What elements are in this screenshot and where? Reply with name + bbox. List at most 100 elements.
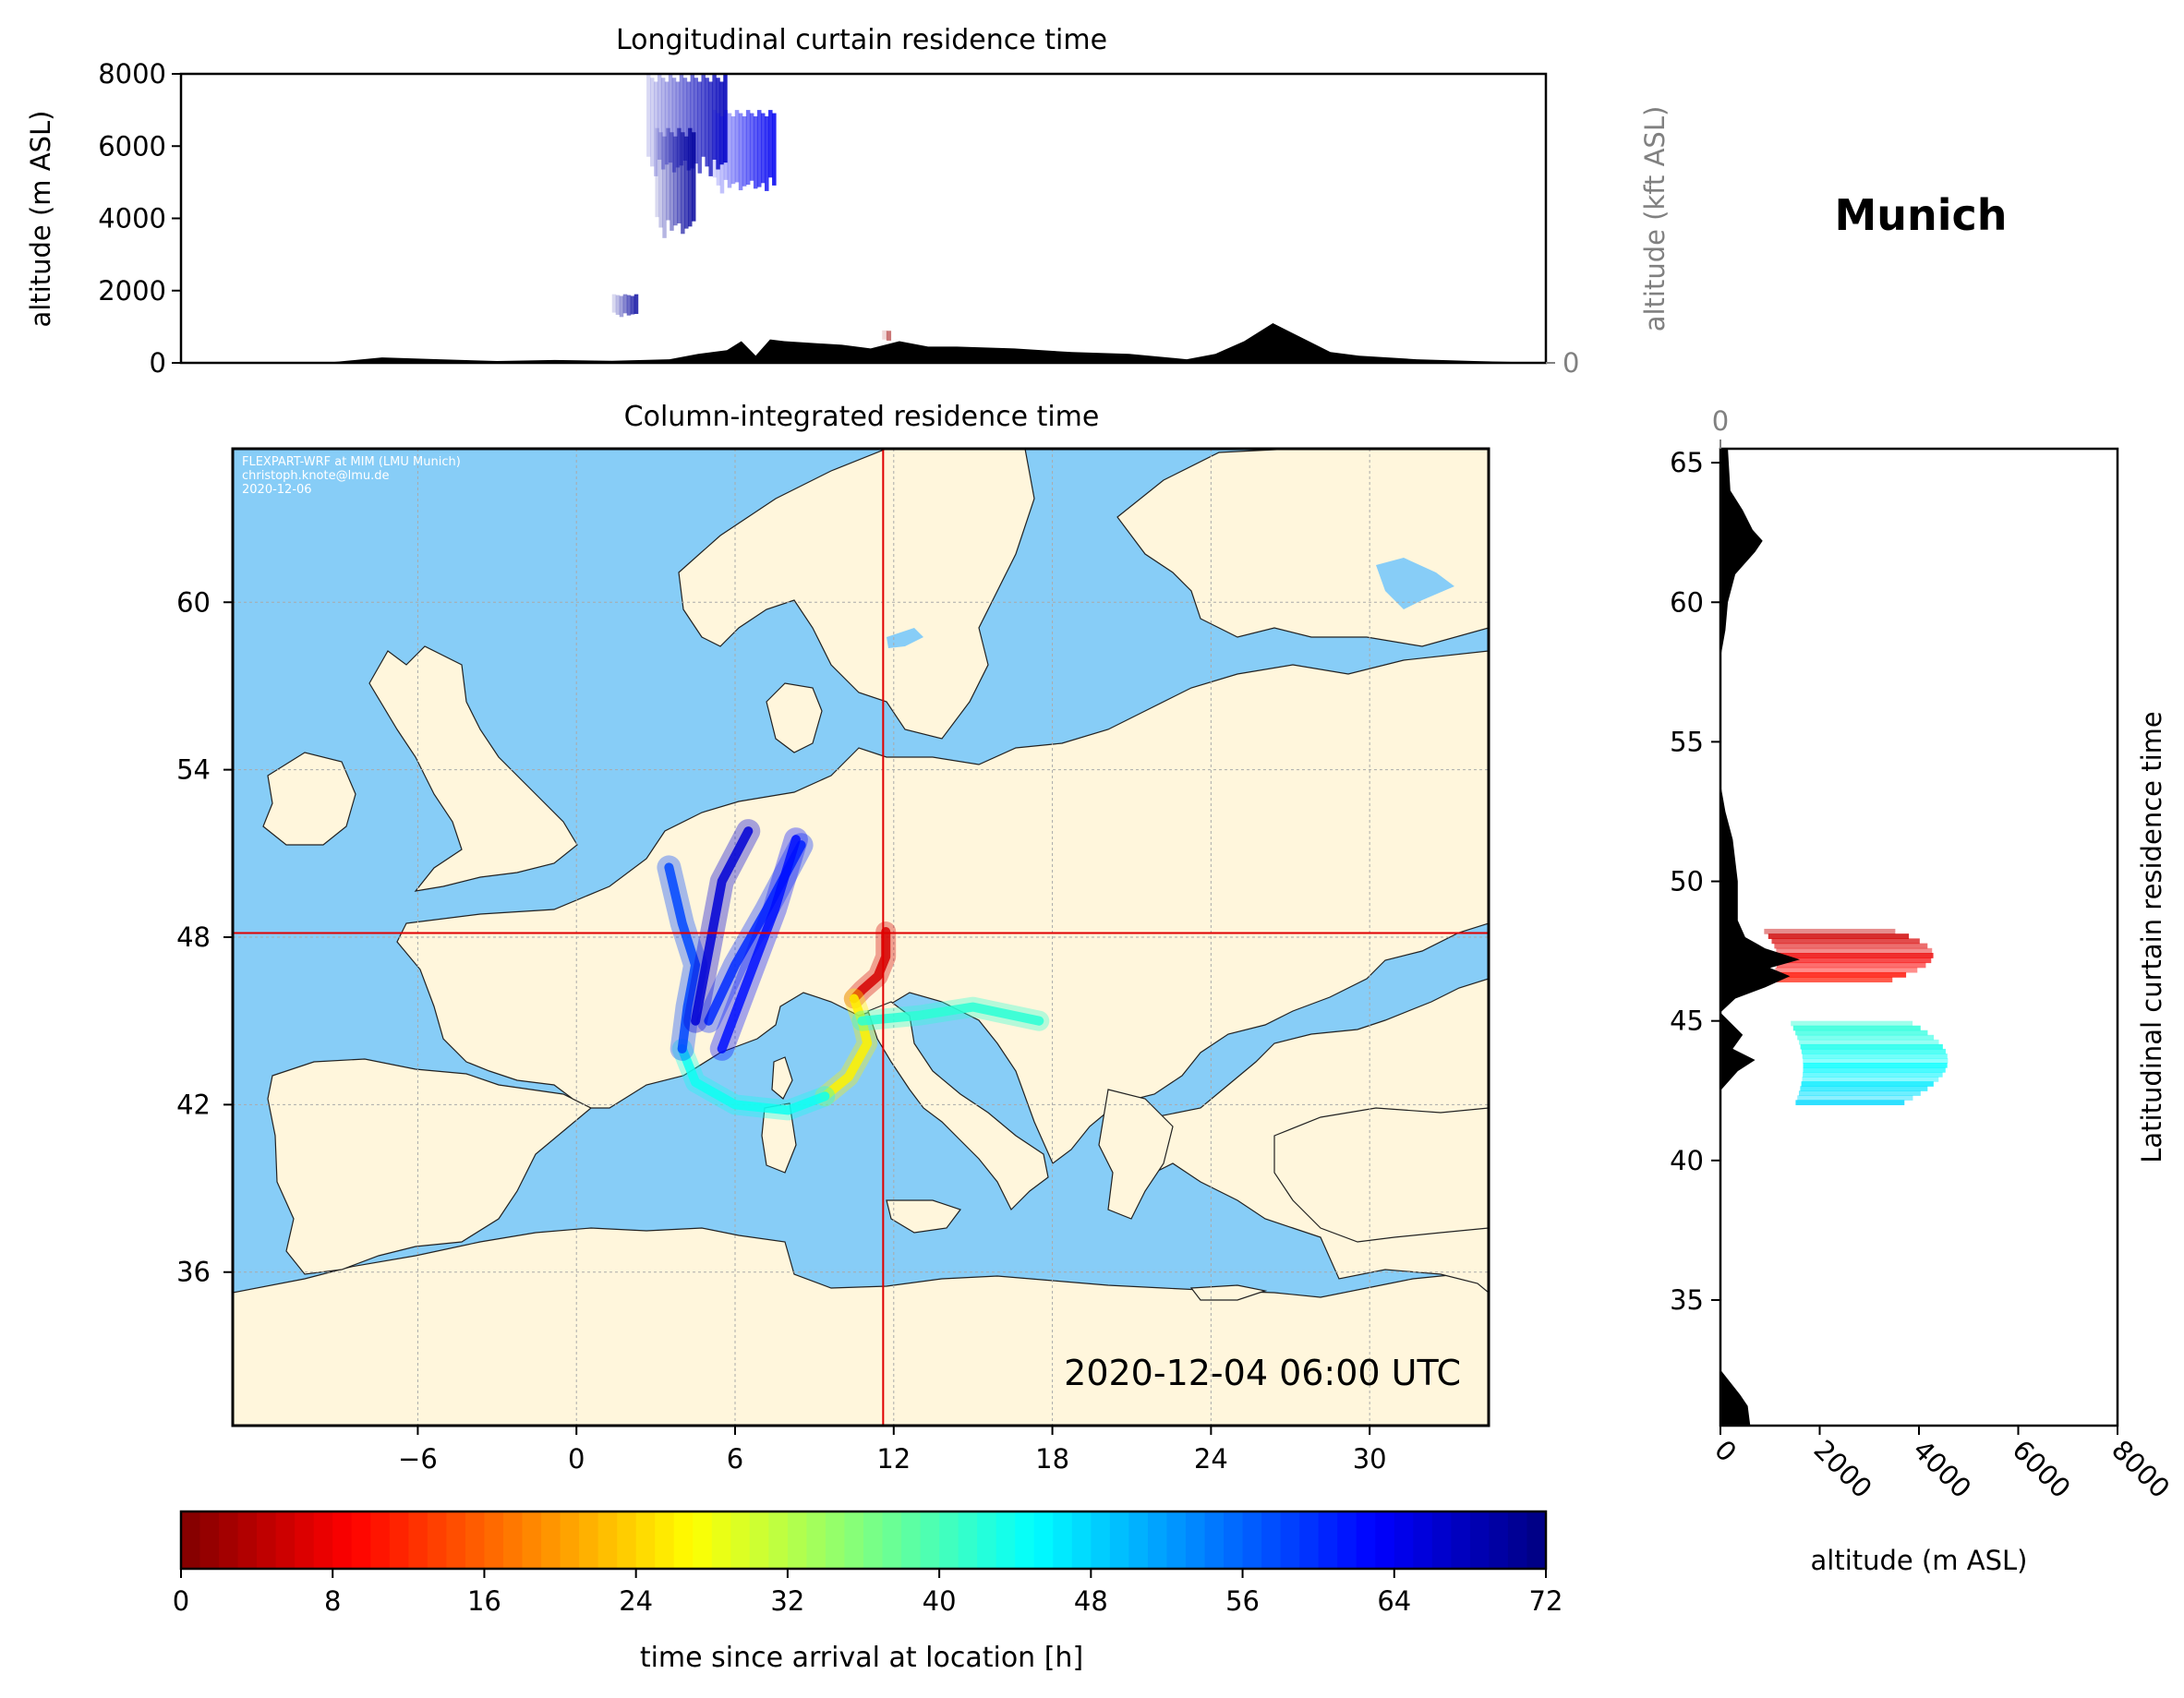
- credit-line-3: 2020-12-06: [242, 483, 312, 497]
- colorbar-cell: [617, 1511, 637, 1569]
- land-europe: [396, 650, 1489, 1294]
- plume-stripe: [671, 78, 677, 173]
- colorbar-cell: [768, 1511, 789, 1569]
- column-integrated-panel: Column-integrated residence time: [176, 401, 1490, 1475]
- plume-stripe: [677, 127, 682, 223]
- map-xtick-label: 12: [876, 1443, 911, 1475]
- colorbar-cell: [1394, 1511, 1414, 1569]
- colorbar-cell: [1261, 1511, 1282, 1569]
- latitudinal-ytick-label: 60: [1670, 586, 1704, 618]
- land-corsica: [771, 1056, 793, 1100]
- colorbar-cell: [882, 1511, 902, 1569]
- colorbar-cell: [711, 1511, 731, 1569]
- colorbar-tick-label: 8: [324, 1585, 341, 1617]
- plume-stripe: [705, 78, 709, 167]
- colorbar-tick-label: 24: [619, 1585, 653, 1617]
- latitudinal-xtick-label: 6000: [2007, 1434, 2077, 1504]
- colorbar-cell: [730, 1511, 751, 1569]
- location-title: Munich: [1834, 190, 2007, 240]
- latitudinal-ytick-label: 55: [1670, 726, 1704, 757]
- colorbar-cell: [1185, 1511, 1206, 1569]
- trajectory-band: [857, 1002, 1044, 1026]
- longitudinal-curtain-title: Longitudinal curtain residence time: [616, 24, 1107, 56]
- colorbar-cell: [389, 1511, 409, 1569]
- plume-stripe: [662, 136, 667, 238]
- map-ytick-label: 54: [176, 754, 211, 786]
- latitudinal-plume-stripe: [1795, 1030, 1928, 1036]
- colorbar-cell: [1147, 1511, 1168, 1569]
- latitudinal-plume-stripe: [1799, 1039, 1939, 1045]
- colorbar-cell: [1451, 1511, 1471, 1569]
- colorbar-cell: [351, 1511, 371, 1569]
- plume-stripe: [655, 127, 659, 218]
- latitudinal-plume-stripe: [1800, 1043, 1943, 1050]
- colorbar-tick-label: 0: [173, 1585, 189, 1617]
- plume-stripe: [679, 74, 684, 166]
- plume-stripe: [666, 127, 670, 221]
- land-denmark: [766, 682, 823, 753]
- latitudinal-xtick-label: 2000: [1808, 1434, 1878, 1504]
- colorbar-tick-label: 40: [923, 1585, 957, 1617]
- latitudinal-plume-stripe: [1803, 1072, 1943, 1078]
- latitudinal-plume-stripe: [1776, 947, 1933, 954]
- plume-stripe: [738, 113, 743, 191]
- plume-stripe: [742, 116, 747, 187]
- latitudinal-ytick-label: 65: [1670, 447, 1704, 478]
- colorbar-cell: [522, 1511, 542, 1569]
- map-ytick-label: 60: [176, 586, 211, 618]
- latitudinal-plumes: [1764, 928, 1949, 1105]
- colorbar-cell: [1204, 1511, 1225, 1569]
- longitudinal-ytick-label: 8000: [98, 58, 166, 90]
- colorbar-cell: [863, 1511, 884, 1569]
- longitudinal-terrain-profile: [181, 323, 1546, 363]
- plume-stripe: [745, 110, 751, 186]
- colorbar-cell: [1507, 1511, 1528, 1569]
- longitudinal-curtain-panel: Longitudinal curtain residence time 0 200…: [25, 24, 1671, 379]
- plume-stripe: [730, 116, 736, 185]
- colorbar-cell: [901, 1511, 922, 1569]
- map-ticks: −6 0 6 12 18 24 30 36 42 48 54 60: [176, 586, 1387, 1475]
- colorbar-cell: [1526, 1511, 1547, 1569]
- trajectory-band: [691, 826, 754, 1026]
- plume-stripe: [723, 74, 728, 163]
- trajectory-band: [849, 927, 891, 1004]
- land-sicily: [886, 1199, 961, 1234]
- longitudinal-ylabel-right: altitude (kft ASL): [1639, 106, 1671, 332]
- longitudinal-frame: [179, 72, 1548, 365]
- colorbar-cell: [1299, 1511, 1320, 1569]
- plume-stripe: [716, 78, 720, 170]
- longitudinal-plume: [882, 330, 892, 341]
- colorbar-cell: [787, 1511, 808, 1569]
- credit-line-1: FLEXPART-WRF at MIM (LMU Munich): [242, 455, 461, 469]
- land-britain: [368, 645, 578, 892]
- latitudinal-xlabel: altitude (m ASL): [1811, 1545, 2028, 1576]
- latitudinal-ytick-label: 40: [1670, 1145, 1704, 1176]
- latitudinal-plume-stripe: [1797, 1034, 1935, 1041]
- colorbar-cell: [1109, 1511, 1129, 1569]
- latitudinal-plume-stripe: [1770, 977, 1893, 982]
- plume-stripe: [675, 81, 681, 168]
- colorbar-cell: [635, 1511, 656, 1569]
- latitudinal-plume-stripe: [1768, 933, 1910, 939]
- longitudinal-y-ticks: 0 2000 4000 6000 8000: [98, 58, 181, 379]
- colorbar-cell: [465, 1511, 486, 1569]
- map-ytick-label: 36: [176, 1257, 211, 1288]
- map-xtick-label: −6: [398, 1443, 438, 1475]
- plume-stripe: [650, 78, 655, 167]
- trajectory-band: [820, 994, 873, 1102]
- plume-stripe: [646, 74, 651, 157]
- plume-stripe: [765, 116, 769, 191]
- plume-stripe: [719, 116, 725, 194]
- plume-stripe: [772, 113, 777, 186]
- latitudinal-plume-stripe: [1773, 971, 1907, 978]
- latitudinal-plume-stripe: [1803, 1057, 1949, 1064]
- colorbar-cell: [275, 1511, 296, 1569]
- plume-stripe: [882, 330, 887, 340]
- colorbar-cell: [844, 1511, 864, 1569]
- longitudinal-plume: [611, 294, 639, 318]
- lake-vanern: [887, 628, 923, 648]
- map-title: Column-integrated residence time: [624, 401, 1100, 433]
- colorbar-cell: [939, 1511, 959, 1569]
- longitudinal-plume: [712, 110, 777, 194]
- colorbar-cell: [749, 1511, 769, 1569]
